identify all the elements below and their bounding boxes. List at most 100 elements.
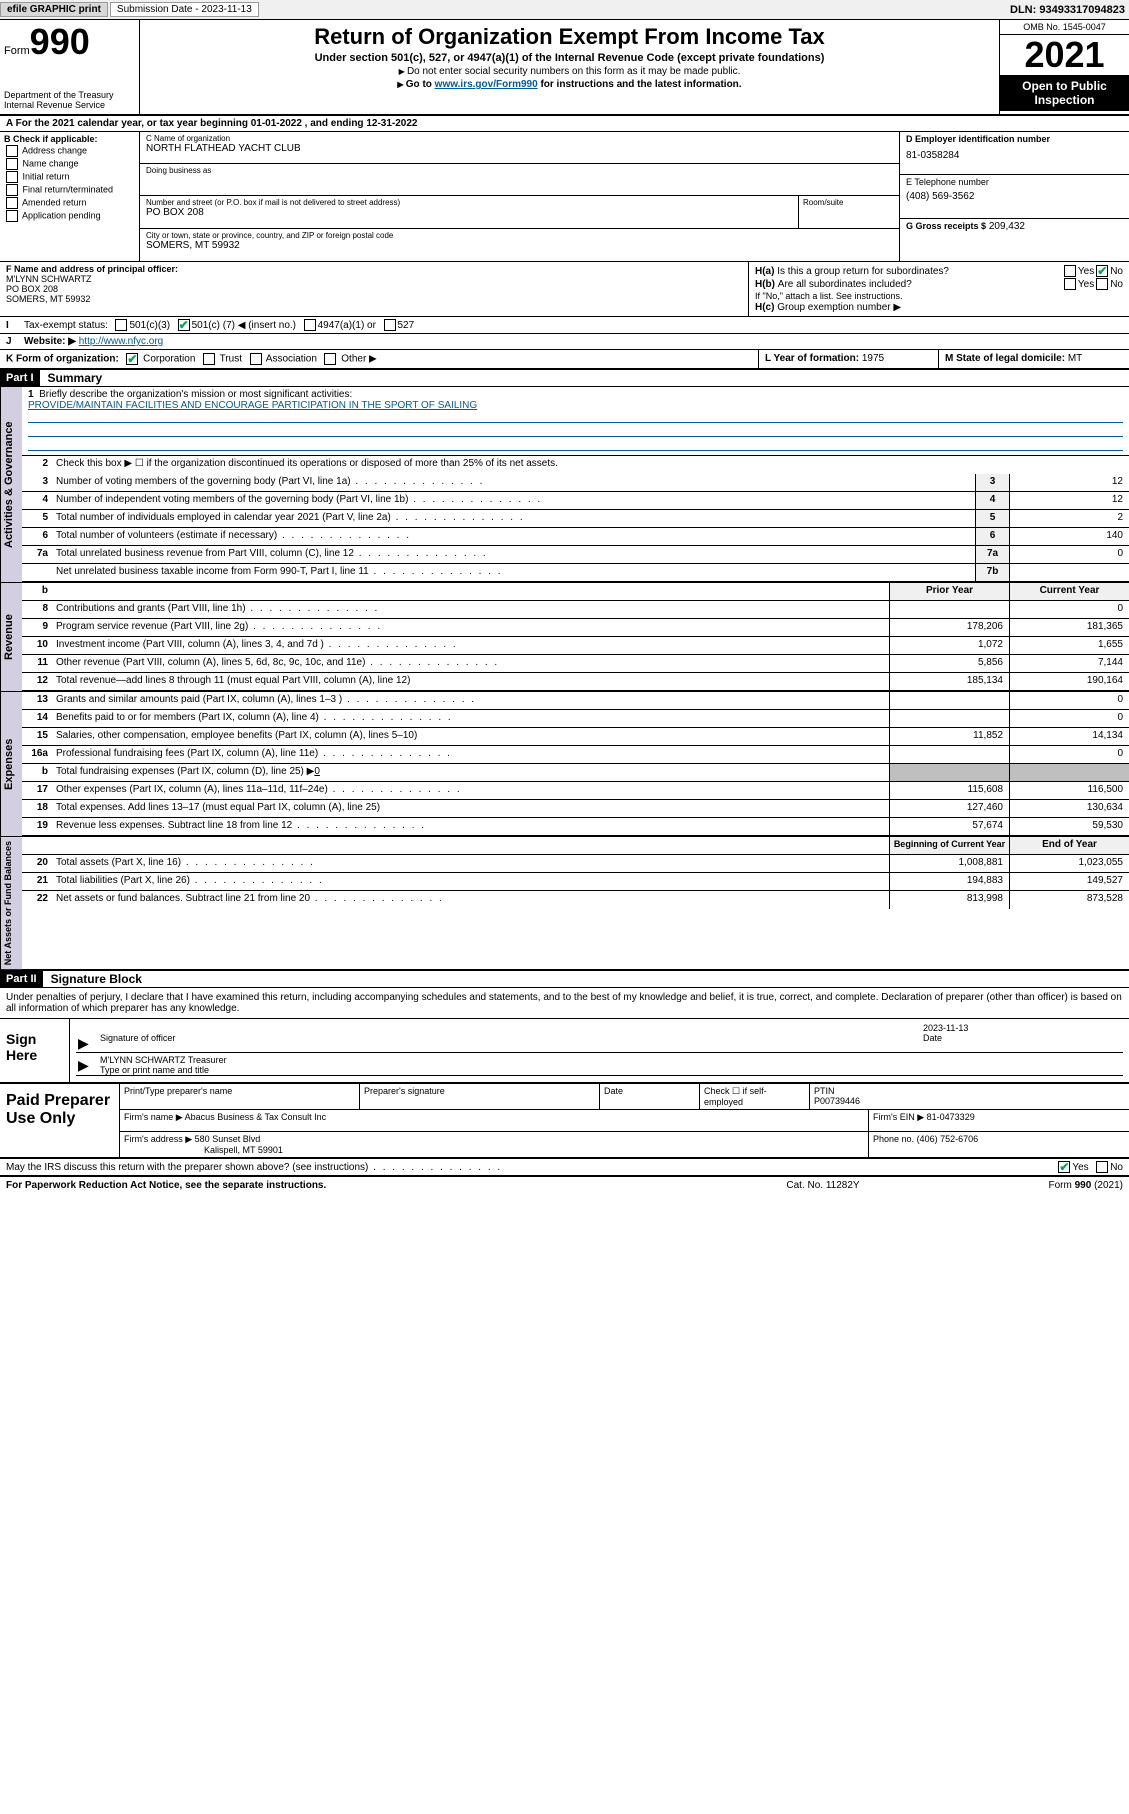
officer-name-value: M'LYNN SCHWARTZ Treasurer: [100, 1055, 1123, 1065]
header-mid: Return of Organization Exempt From Incom…: [140, 20, 999, 114]
e-phone-label: E Telephone number: [906, 177, 1123, 187]
line-1: 1 Briefly describe the organization's mi…: [22, 387, 1129, 456]
g-gross-cell: G Gross receipts $ 209,432: [900, 219, 1129, 261]
form-number: 990: [30, 24, 90, 60]
p16a: [889, 746, 1009, 763]
section-activities: Activities & Governance 1 Briefly descri…: [0, 387, 1129, 583]
c-street-label: Number and street (or P.O. box if mail i…: [146, 198, 792, 207]
l9-text: Program service revenue (Part VIII, line…: [52, 619, 889, 636]
row-j: J Website: ▶ http://www.nfyc.org: [0, 334, 1129, 350]
part1-title: Summary: [40, 371, 103, 385]
section-revenue: Revenue bPrior YearCurrent Year 8Contrib…: [0, 583, 1129, 692]
sign-here-label: Sign Here: [0, 1019, 70, 1082]
ha-yes-checkbox[interactable]: [1064, 265, 1076, 277]
col-f: F Name and address of principal officer:…: [0, 262, 749, 316]
k-trust-checkbox[interactable]: [203, 353, 215, 365]
c16b: [1009, 764, 1129, 781]
signature-intro: Under penalties of perjury, I declare th…: [0, 988, 1129, 1019]
cb-address-change[interactable]: Address change: [4, 145, 135, 157]
c17: 116,500: [1009, 782, 1129, 799]
row-klm: K Form of organization: Corporation Trus…: [0, 350, 1129, 370]
l6-text: Total number of volunteers (estimate if …: [52, 528, 975, 545]
p17: 115,608: [889, 782, 1009, 799]
discuss-yes-checkbox[interactable]: [1058, 1161, 1070, 1173]
l5-text: Total number of individuals employed in …: [52, 510, 975, 527]
tab-expenses: Expenses: [0, 692, 22, 836]
tab-revenue: Revenue: [0, 583, 22, 691]
c22: 873,528: [1009, 891, 1129, 909]
discuss-no-checkbox[interactable]: [1096, 1161, 1108, 1173]
v7b: [1009, 564, 1129, 581]
l7a-text: Total unrelated business revenue from Pa…: [52, 546, 975, 563]
sign-here-row: Sign Here 2023-11-13 Signature of office…: [0, 1019, 1129, 1084]
topbar: efile GRAPHIC print Submission Date - 20…: [0, 0, 1129, 20]
f-officer-city: SOMERS, MT 59932: [6, 294, 742, 304]
dln-label: DLN: 93493317094823: [1010, 4, 1129, 16]
i-4947-checkbox[interactable]: [304, 319, 316, 331]
d-ein-label: D Employer identification number: [906, 134, 1123, 144]
hb-yes-checkbox[interactable]: [1064, 278, 1076, 290]
cb-initial-return[interactable]: Initial return: [4, 171, 135, 183]
part1-badge: Part I: [0, 370, 40, 386]
omb-number: OMB No. 1545-0047: [1000, 20, 1129, 35]
cb-amended-return[interactable]: Amended return: [4, 197, 135, 209]
f-label: F Name and address of principal officer:: [6, 264, 742, 274]
c-city-label: City or town, state or province, country…: [146, 231, 893, 240]
l17-text: Other expenses (Part IX, column (A), lin…: [52, 782, 889, 799]
l4-text: Number of independent voting members of …: [52, 492, 975, 509]
ha-question: Is this a group return for subordinates?: [777, 266, 1062, 277]
do-not-note: Do not enter social security numbers on …: [148, 66, 991, 77]
l19-text: Revenue less expenses. Subtract line 18 …: [52, 818, 889, 835]
c-city-cell: City or town, state or province, country…: [140, 229, 899, 261]
i-label: Tax-exempt status:: [24, 320, 108, 331]
f-officer-street: PO BOX 208: [6, 284, 742, 294]
cb-final-return[interactable]: Final return/terminated: [4, 184, 135, 196]
i-501c3-checkbox[interactable]: [115, 319, 127, 331]
sign-here-fields: 2023-11-13 Signature of officer Date M'L…: [70, 1019, 1129, 1082]
officer-signature-field[interactable]: Signature of officer Date: [76, 1033, 1123, 1053]
j-website-link[interactable]: http://www.nfyc.org: [79, 336, 163, 347]
paid-preparer-label: Paid Preparer Use Only: [0, 1084, 120, 1157]
irs-link[interactable]: www.irs.gov/Form990: [435, 79, 538, 90]
k-assoc-checkbox[interactable]: [250, 353, 262, 365]
c8: 0: [1009, 601, 1129, 618]
c-city-value: SOMERS, MT 59932: [146, 240, 893, 251]
c18: 130,634: [1009, 800, 1129, 817]
c-room-cell: Room/suite: [799, 196, 899, 228]
i-501c-checkbox[interactable]: [178, 319, 190, 331]
l3-text: Number of voting members of the governin…: [52, 474, 975, 491]
row-i: I Tax-exempt status: 501(c)(3) 501(c) (7…: [0, 317, 1129, 334]
goto-note: Go to www.irs.gov/Form990 for instructio…: [148, 79, 991, 90]
col-c: C Name of organization NORTH FLATHEAD YA…: [140, 132, 899, 261]
header-left: Form 990 Department of the Treasury Inte…: [0, 20, 140, 114]
paid-preparer-table: Print/Type preparer's name Preparer's si…: [120, 1084, 1129, 1157]
c15: 14,134: [1009, 728, 1129, 745]
efile-print-button[interactable]: efile GRAPHIC print: [0, 2, 108, 17]
row-a-tax-year: A For the 2021 calendar year, or tax yea…: [0, 116, 1129, 132]
k-corp-checkbox[interactable]: [126, 353, 138, 365]
l20-text: Total assets (Part X, line 16): [52, 855, 889, 872]
footer-row: For Paperwork Reduction Act Notice, see …: [0, 1177, 1129, 1194]
c-name-cell: C Name of organization NORTH FLATHEAD YA…: [140, 132, 899, 164]
m-cell: M State of legal domicile: MT: [939, 350, 1129, 368]
c-dba-cell: Doing business as: [140, 164, 899, 196]
pp-name-hdr: Print/Type preparer's name: [120, 1084, 360, 1109]
cb-name-change[interactable]: Name change: [4, 158, 135, 170]
sig-date-label: Date: [923, 1033, 1123, 1043]
hb-no-checkbox[interactable]: [1096, 278, 1108, 290]
footer-catno: Cat. No. 11282Y: [723, 1180, 923, 1191]
p10: 1,072: [889, 637, 1009, 654]
p16b: [889, 764, 1009, 781]
i-527-checkbox[interactable]: [384, 319, 396, 331]
ha-no-checkbox[interactable]: [1096, 265, 1108, 277]
eoy-hdr: End of Year: [1009, 837, 1129, 854]
k-other-checkbox[interactable]: [324, 353, 336, 365]
l16b-text: Total fundraising expenses (Part IX, col…: [52, 764, 889, 781]
pp-firmname: Firm's name ▶ Abacus Business & Tax Cons…: [120, 1110, 869, 1131]
tab-netassets: Net Assets or Fund Balances: [0, 837, 22, 969]
c20: 1,023,055: [1009, 855, 1129, 872]
officer-name-field[interactable]: M'LYNN SCHWARTZ Treasurer Type or print …: [76, 1055, 1123, 1076]
section-expenses: Expenses 13Grants and similar amounts pa…: [0, 692, 1129, 837]
p14: [889, 710, 1009, 727]
cb-application-pending[interactable]: Application pending: [4, 210, 135, 222]
